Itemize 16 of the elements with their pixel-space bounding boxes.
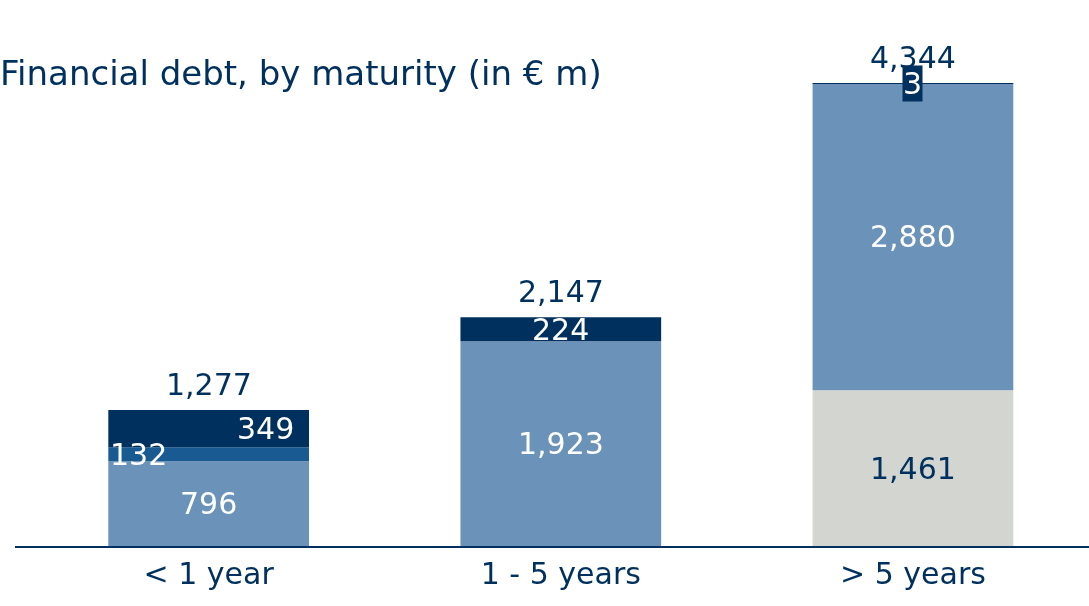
bar	[460, 317, 662, 342]
total-label: 1,277	[166, 367, 252, 402]
total-label: 2,147	[518, 274, 604, 309]
data-label: 1,461	[870, 451, 956, 486]
x-tick-label: > 5 years	[840, 556, 986, 591]
data-label: 132	[110, 437, 168, 472]
bar	[460, 341, 662, 546]
data-label: 1,923	[518, 426, 604, 461]
data-label: 2,880	[870, 219, 956, 254]
bar	[812, 390, 1014, 546]
data-label: 224	[532, 312, 590, 347]
x-tick-label: 1 - 5 years	[480, 556, 641, 591]
x-tick-label: < 1 year	[143, 556, 275, 591]
chart-title: Financial debt, by maturity (in € m)	[0, 52, 602, 93]
data-label: 349	[237, 411, 295, 446]
data-label: 796	[180, 486, 238, 521]
